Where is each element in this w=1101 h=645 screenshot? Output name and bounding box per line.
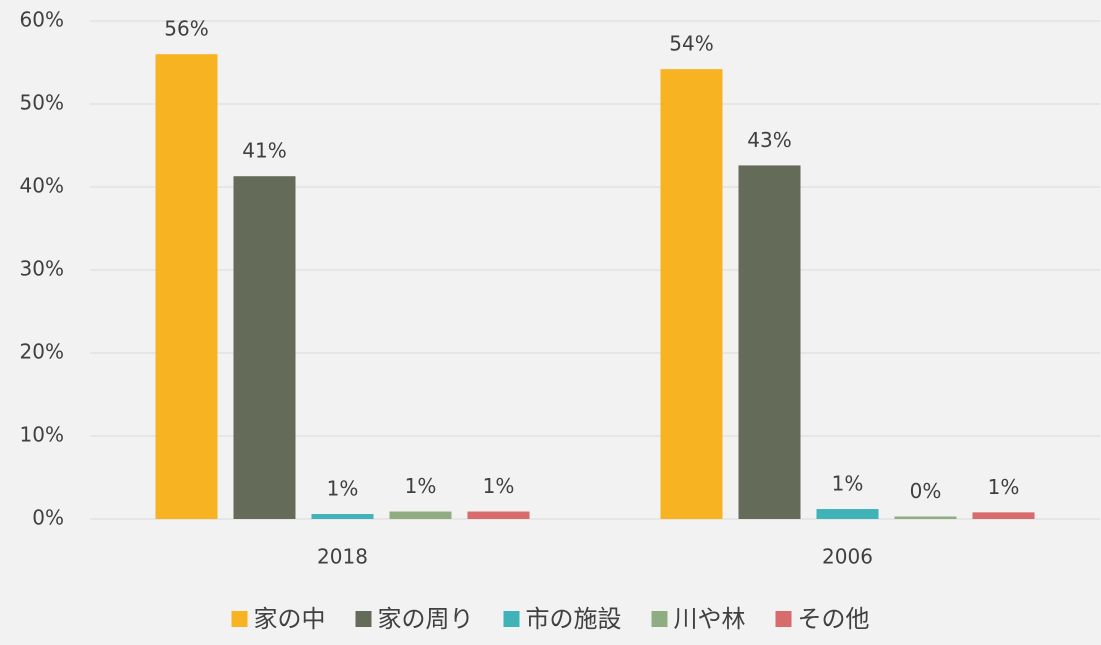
data-label: 1% [405,474,437,498]
bar [389,511,452,519]
y-tick-label: 20% [20,340,64,364]
legend-swatch [651,611,668,627]
y-tick-label: 40% [20,174,64,198]
y-tick-label: 60% [20,8,64,32]
legend-swatch [231,611,248,627]
data-label: 1% [327,477,359,501]
data-label: 1% [988,475,1020,499]
data-label: 1% [483,474,515,498]
data-label: 1% [832,472,864,496]
legend-label: 市の施設 [526,605,622,633]
bar [311,514,374,519]
bar [816,509,879,519]
y-tick-label: 30% [20,257,64,281]
bar [660,69,723,519]
bar [972,512,1035,519]
data-label: 54% [669,32,713,56]
legend-label: 川や林 [674,605,746,633]
bar [155,54,218,519]
legend-swatch [503,611,520,627]
bar [233,176,296,519]
legend-label: 家の中 [254,605,326,633]
data-label: 56% [164,17,208,41]
legend-label: その他 [798,605,870,633]
y-tick-label: 0% [32,506,64,530]
legend-swatch [775,611,792,627]
data-label: 41% [242,139,286,163]
y-tick-label: 10% [20,423,64,447]
data-label: 0% [910,479,942,503]
bar [894,516,957,519]
data-label: 43% [747,128,791,152]
x-tick-label: 2018 [317,545,368,569]
legend-label: 家の周り [378,605,474,633]
y-tick-label: 50% [20,91,64,115]
x-tick-label: 2006 [822,545,873,569]
bar [467,511,530,519]
bar [738,165,801,520]
legend-swatch [355,611,372,627]
